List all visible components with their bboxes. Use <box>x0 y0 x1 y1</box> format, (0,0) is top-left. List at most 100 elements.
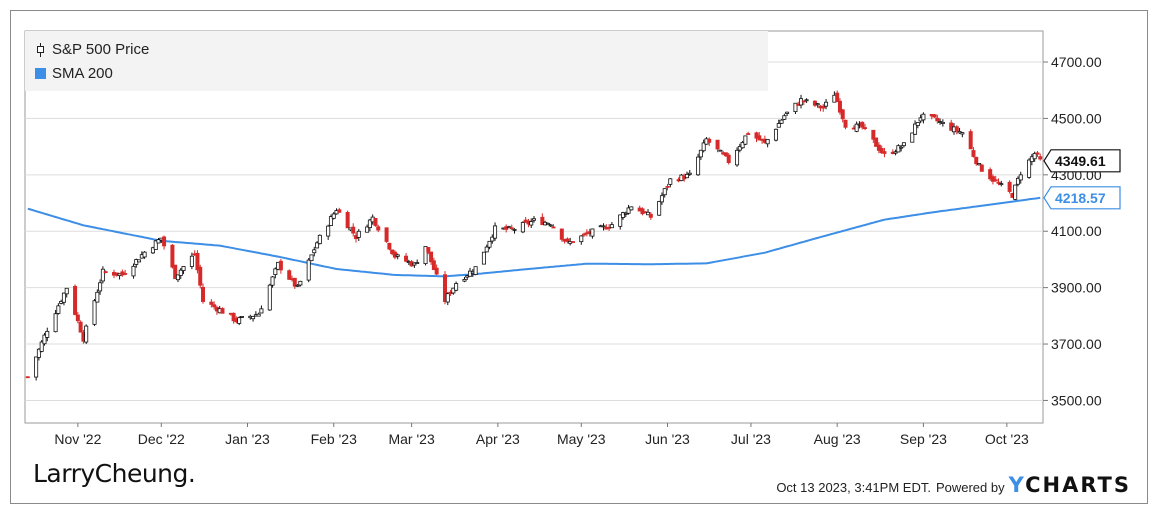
candle-body <box>824 101 829 107</box>
candle-body <box>520 222 525 233</box>
candle-body <box>871 129 876 140</box>
candle-body <box>665 186 670 188</box>
candle-body <box>256 313 261 317</box>
candle-body <box>25 376 30 379</box>
gridlines <box>24 30 1044 424</box>
candle-body <box>540 216 545 226</box>
candle-body <box>659 195 664 203</box>
candle-body <box>173 264 178 280</box>
x-tick-label: Jun '23 <box>645 431 690 447</box>
candle-body <box>198 266 203 286</box>
candle-body <box>1035 152 1040 155</box>
candle-body <box>999 183 1004 186</box>
x-tick-label: Feb '23 <box>311 431 357 447</box>
candle-body <box>1027 159 1032 178</box>
candle-body <box>373 217 378 226</box>
x-tick-label: Aug '23 <box>814 431 861 447</box>
ycharts-logo[interactable]: YCHARTS <box>1009 473 1131 497</box>
x-tick-label: Apr '23 <box>476 431 520 447</box>
candle-body <box>36 348 41 358</box>
candle-body <box>899 146 904 149</box>
candle-body <box>979 164 984 172</box>
sma-swatch-icon <box>35 68 46 79</box>
candle-body <box>804 99 809 102</box>
candle-body <box>723 152 728 157</box>
candle-body <box>331 213 336 219</box>
candle-body <box>601 225 606 228</box>
x-tick-label: Oct '23 <box>985 431 1029 447</box>
candle-body <box>735 149 740 166</box>
candle-body <box>98 282 103 292</box>
candle-body <box>506 226 511 229</box>
candle-body <box>415 262 420 264</box>
x-tick-label: Jul '23 <box>731 431 771 447</box>
x-tick-label: Nov '22 <box>54 431 101 447</box>
candle-body <box>75 314 80 322</box>
candle-body <box>726 154 731 163</box>
candle-body <box>295 284 300 287</box>
candle-body <box>92 300 97 325</box>
candle-body <box>874 137 879 147</box>
price-chart[interactable]: 3500.003700.003900.004100.004300.004500.… <box>11 11 1147 503</box>
candle-body <box>445 293 450 303</box>
candle-body <box>412 262 417 266</box>
candle-body <box>487 240 492 248</box>
candle-body <box>921 113 926 121</box>
candle-body <box>404 255 409 262</box>
candle-body <box>231 312 236 322</box>
candle-body <box>162 236 167 247</box>
candle-body <box>39 341 44 352</box>
candle-body <box>954 126 959 132</box>
candle-body <box>493 225 498 239</box>
chart-legend: S&P 500 Price SMA 200 <box>25 31 768 91</box>
candle-body <box>532 218 537 221</box>
candle-body <box>876 144 881 151</box>
candle-body <box>56 305 61 314</box>
candle-body <box>565 238 570 242</box>
candle-body <box>312 249 317 254</box>
candle-body <box>910 132 915 143</box>
last-price-label: 4349.61 <box>1055 153 1106 169</box>
candle-body <box>618 214 623 227</box>
candle-body <box>42 334 47 345</box>
candle-body <box>570 241 575 243</box>
candle-body <box>431 260 436 271</box>
candle-body <box>178 269 183 276</box>
candle-body <box>1038 156 1043 160</box>
legend-item-sma[interactable]: SMA 200 <box>35 65 113 82</box>
candle-body <box>337 209 342 213</box>
candle-body <box>292 277 297 287</box>
candle-body <box>351 226 356 234</box>
candle-body <box>367 219 372 229</box>
candle-body <box>1032 153 1037 160</box>
candle-body <box>696 156 701 176</box>
candle-body <box>150 247 155 254</box>
candle-body <box>509 227 514 230</box>
candle-body <box>270 276 275 286</box>
candle-body <box>579 235 584 243</box>
candle-body <box>932 114 937 118</box>
candle-body <box>481 251 486 265</box>
candle-body <box>843 119 848 128</box>
candle-body <box>78 321 83 333</box>
y-tick-label: 3700.00 <box>1051 336 1102 352</box>
candle-body <box>662 188 667 196</box>
candle-body <box>315 242 320 249</box>
candle-body <box>142 251 147 258</box>
candle-body <box>957 131 962 134</box>
candle-body <box>287 270 292 280</box>
candle-body <box>73 285 78 315</box>
candle-body <box>988 169 993 180</box>
candle-body <box>687 172 692 175</box>
candle-body <box>785 111 790 114</box>
candle-body <box>968 131 973 150</box>
candle-body <box>1018 174 1023 181</box>
legend-item-price[interactable]: S&P 500 Price <box>35 41 149 58</box>
candle-body <box>913 123 918 135</box>
candle-body <box>782 115 787 120</box>
candle-body <box>684 173 689 179</box>
timestamp: Oct 13 2023, 3:41PM EDT. <box>776 480 931 495</box>
candle-body <box>835 92 840 103</box>
candle-body <box>545 222 550 225</box>
candle-body <box>195 252 200 271</box>
